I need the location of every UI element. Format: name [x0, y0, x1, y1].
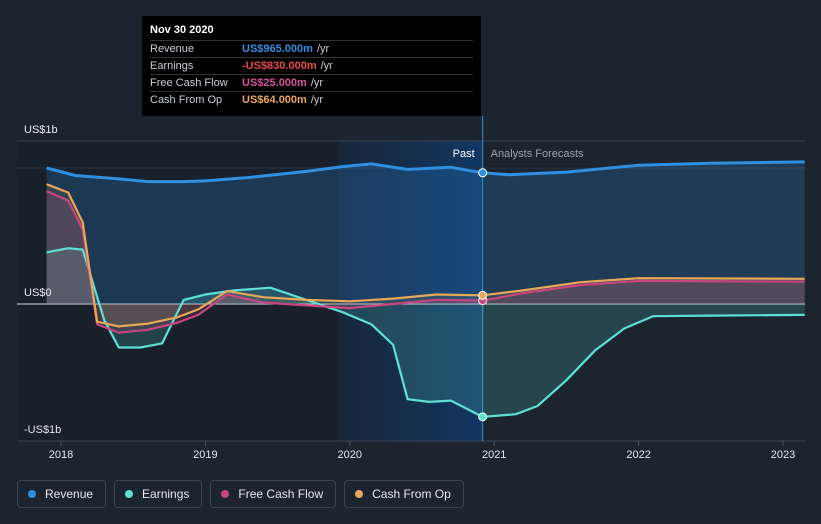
legend-label: Revenue [45, 487, 94, 501]
chart-lines [46, 160, 805, 418]
legend-item-cash-from-op[interactable]: Cash From Op [344, 480, 464, 508]
tooltip-label: Cash From Op [150, 94, 223, 106]
line-free-cash-flow [46, 190, 805, 334]
tooltip: Nov 30 2020 Revenue US$965.000m /yr Earn… [142, 16, 481, 116]
tooltip-row: Cash From Op US$64.000m /yr [150, 91, 473, 108]
chart-labels: US$1b US$0 -US$1b 2018 2019 2020 2021 2022 2023 P… [24, 124, 795, 461]
legend-label: Free Cash Flow [238, 487, 324, 501]
tooltip-row: Earnings -US$830.000m /yr [150, 57, 473, 74]
legend-item-free-cash-flow[interactable]: Free Cash Flow [210, 480, 337, 508]
legend-dot-icon [28, 490, 36, 498]
y-tick-label: -US$1b [24, 424, 61, 436]
area-revenue [46, 161, 805, 304]
area-cash-from-op [46, 184, 805, 327]
chart-grid [17, 116, 805, 442]
chart-markers [478, 168, 488, 422]
x-tick-label: 2021 [482, 449, 506, 461]
line-cash-from-op [46, 183, 805, 328]
tooltip-label: Revenue [150, 43, 195, 55]
legend-label: Earnings [142, 487, 190, 501]
tooltip-unit: /yr [310, 94, 324, 106]
x-tick-label: 2018 [49, 449, 73, 461]
tooltip-value: US$965.000m [242, 43, 313, 55]
tooltip-label: Earnings [150, 60, 194, 72]
tooltip-value: US$64.000m [242, 94, 307, 106]
x-tick-label: 2023 [771, 449, 795, 461]
tooltip-date: Nov 30 2020 [150, 24, 214, 36]
highlight-band [338, 141, 483, 441]
tooltip-unit: /yr [310, 77, 324, 89]
y-tick-label: US$0 [24, 287, 52, 299]
forecast-label: Analysts Forecasts [491, 148, 584, 160]
legend-dot-icon [355, 490, 364, 498]
legend-dot-icon [125, 490, 134, 498]
x-tick-label: 2020 [338, 449, 362, 461]
tooltip-unit: /yr [316, 43, 330, 55]
legend-item-earnings[interactable]: Earnings [114, 480, 203, 508]
tooltip-row: Revenue US$965.000m /yr [150, 40, 473, 57]
tooltip-unit: /yr [320, 60, 333, 72]
legend-label: Cash From Op [372, 487, 451, 501]
y-tick-label: US$1b [24, 124, 58, 136]
marker-cash-from-op [478, 290, 488, 300]
tooltip-value: -US$830.000m [242, 60, 317, 72]
x-tick-label: 2019 [193, 449, 217, 461]
marker-revenue [478, 168, 488, 178]
tooltip-label: Free Cash Flow [150, 77, 228, 89]
x-tick-label: 2022 [626, 449, 650, 461]
legend: Revenue Earnings Free Cash Flow Cash Fro… [17, 480, 464, 508]
legend-dot-icon [221, 490, 230, 498]
tooltip-row: Free Cash Flow US$25.000m /yr [150, 74, 473, 91]
past-label: Past [453, 148, 475, 160]
line-earnings [46, 247, 805, 418]
marker-earnings [478, 412, 488, 422]
legend-item-revenue[interactable]: Revenue [17, 480, 107, 508]
line-revenue [46, 160, 805, 184]
tooltip-value: US$25.000m [242, 77, 307, 89]
